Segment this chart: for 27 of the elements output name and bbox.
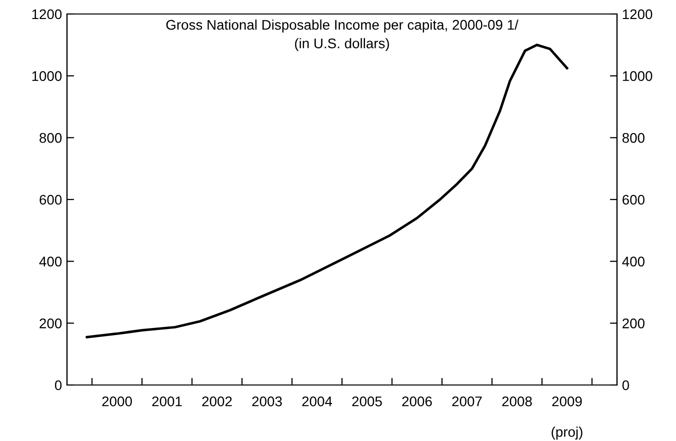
chart-title: Gross National Disposable Income per capita, 2000-09 1/ [166,20,518,33]
x-tick-label: 2008 [502,396,532,406]
x-tick-label: 2007 [452,396,482,406]
y2-tick-label: 800 [622,133,644,143]
y2-tick-label: 600 [622,194,644,205]
y-tick-label: 1200 [32,9,62,20]
y2-tick-label: 1200 [622,9,652,20]
y-tick-label: 600 [40,194,62,205]
y-tick-label: 400 [39,256,62,267]
y-tick-label: 200 [40,318,62,328]
y2-tick-label: 0 [622,380,630,390]
y-tick-label: 0 [54,380,62,390]
x-tick-label: 2001 [152,396,182,406]
y2-tick-label: 200 [622,318,644,328]
y2-tick-label: 400 [622,256,644,267]
x-tick-label: 2000 [102,396,132,406]
x-tick-label: 2002 [202,396,232,406]
x-tick-label: 2009 [552,396,582,406]
text: (in U.S. dollars) [295,38,389,52]
x-tick-label: 2005 [352,396,382,406]
text: (proj) [552,426,582,440]
x-tick-label: 2004 [302,396,332,406]
y-tick-label: 800 [40,133,62,143]
x-tick-label: 2003 [252,396,282,406]
y2-tick-label: 1000 [622,71,652,82]
y-tick-label: 1000 [32,71,62,82]
x-tick-label: 2006 [402,396,432,406]
